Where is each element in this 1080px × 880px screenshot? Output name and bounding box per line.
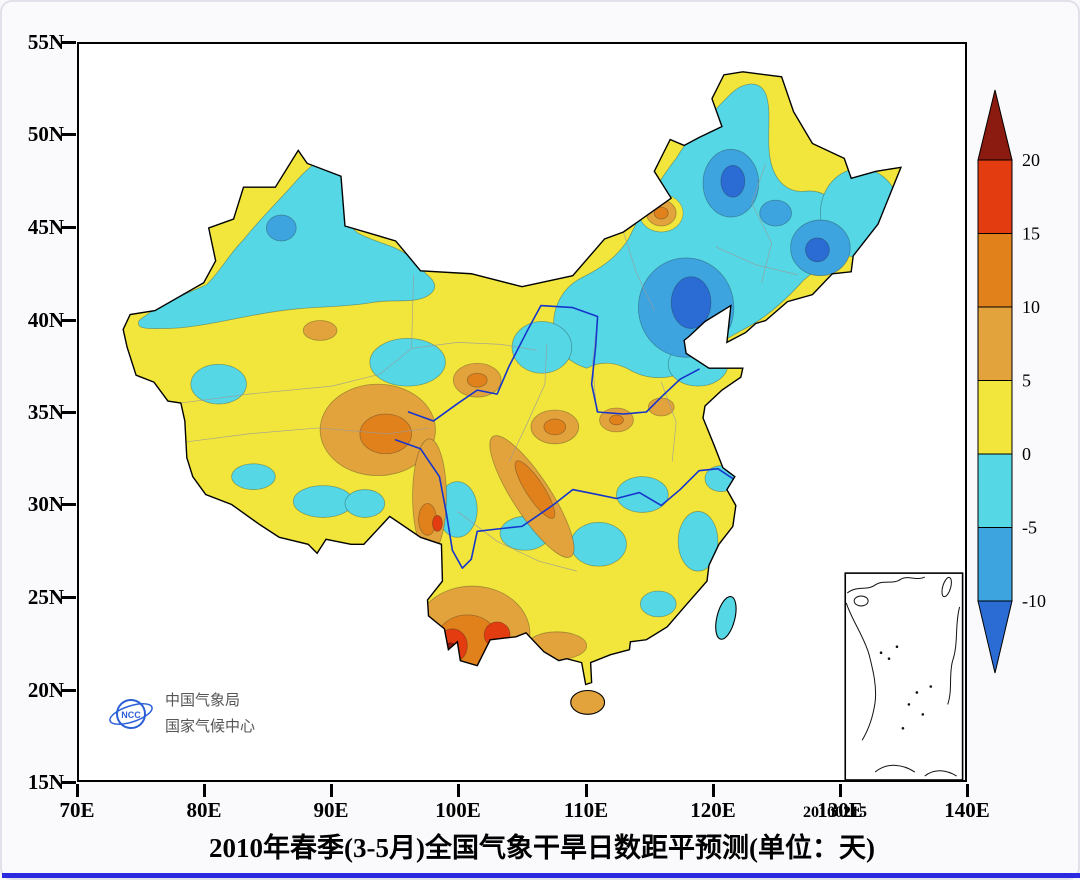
bottom-blue-strip <box>2 873 1080 878</box>
cma-ncc-logo-icon: NCC <box>109 699 153 729</box>
colorbar: 20 15 10 5 0 -5 -10 <box>977 89 1046 674</box>
axis-tick <box>62 596 76 599</box>
axis-tick <box>585 784 588 797</box>
south-china-sea-inset <box>844 572 964 780</box>
lon-axis-label: 120E <box>690 798 736 822</box>
axis-tick <box>62 503 76 506</box>
lon-axis-label: 140E <box>944 798 990 822</box>
inset-islands <box>879 645 933 730</box>
page-title: 2010年春季(3-5月)全国气象干旱日数距平预测(单位：天) <box>209 833 875 863</box>
axis-tick <box>62 689 76 692</box>
lon-axis-label: 100E <box>435 798 481 822</box>
colorbar-segment <box>977 306 1013 381</box>
colorbar-segment <box>977 233 1013 308</box>
lat-axis-label: 20N <box>27 678 64 702</box>
axis-tick <box>457 784 460 797</box>
lon-axis-label: 110E <box>563 798 609 822</box>
rivers <box>394 304 734 569</box>
lat-axis-label: 35N <box>27 400 64 424</box>
china-anomaly-map <box>122 71 964 780</box>
lat-axis-label: 50N <box>27 122 64 146</box>
agency-logo-block: NCC 中国气象局 国家气候中心 <box>107 688 255 740</box>
lon-axis-label: 130E <box>817 798 863 822</box>
axis-tick <box>203 784 206 797</box>
colorbar-label: 5 <box>1022 371 1031 391</box>
axis-tick <box>839 784 842 797</box>
colorbar-label: 20 <box>1022 150 1040 170</box>
axis-tick <box>62 133 76 136</box>
colorbar-segment <box>977 159 1013 234</box>
axis-tick <box>966 784 969 797</box>
axis-tick <box>62 781 76 784</box>
yangtze-river <box>394 439 734 569</box>
colorbar-segment <box>977 527 1013 602</box>
axis-tick <box>62 411 76 414</box>
hainan-island <box>570 689 606 715</box>
colorbar-segment-above20 <box>977 89 1013 161</box>
svg-text:NCC: NCC <box>121 710 141 720</box>
lat-axis-label: 55N <box>27 30 64 54</box>
lon-axis-label: 70E <box>59 798 95 822</box>
colorbar-segment <box>977 380 1013 455</box>
lat-axis-label: 45N <box>27 215 64 239</box>
axis-tick <box>62 319 76 322</box>
lon-axis-label: 80E <box>186 798 222 822</box>
lon-axis-label: 90E <box>313 798 349 822</box>
colorbar-label: 10 <box>1022 297 1040 317</box>
lat-axis-label: 15N <box>27 770 64 794</box>
lat-axis-label: 25N <box>27 585 64 609</box>
plot-frame <box>77 42 967 782</box>
anomaly-minus5-0-regions <box>138 83 901 618</box>
axis-tick <box>712 784 715 797</box>
axis-tick <box>62 41 76 44</box>
colorbar-segment-belowm10 <box>977 600 1013 674</box>
colorbar-label: -5 <box>1022 518 1037 538</box>
lat-axis-label: 40N <box>27 308 64 332</box>
agency-subname: 国家气候中心 <box>165 718 256 735</box>
province-boundaries <box>180 163 798 572</box>
anomaly-below-minus10-cores <box>670 164 830 329</box>
issue-date: 20100215 <box>803 804 867 821</box>
colorbar-label: -10 <box>1022 591 1046 611</box>
axis-tick <box>76 784 79 797</box>
colorbar-segment <box>977 453 1013 528</box>
lat-axis-label: 30N <box>27 492 64 516</box>
taiwan-island <box>715 595 737 640</box>
axis-tick <box>330 784 333 797</box>
colorbar-label: 15 <box>1022 224 1040 244</box>
agency-name: 中国气象局 <box>165 692 241 709</box>
yellow-river <box>407 304 700 422</box>
axis-tick <box>62 226 76 229</box>
colorbar-label: 0 <box>1022 444 1031 464</box>
anomaly-above-20-spot <box>443 642 458 660</box>
